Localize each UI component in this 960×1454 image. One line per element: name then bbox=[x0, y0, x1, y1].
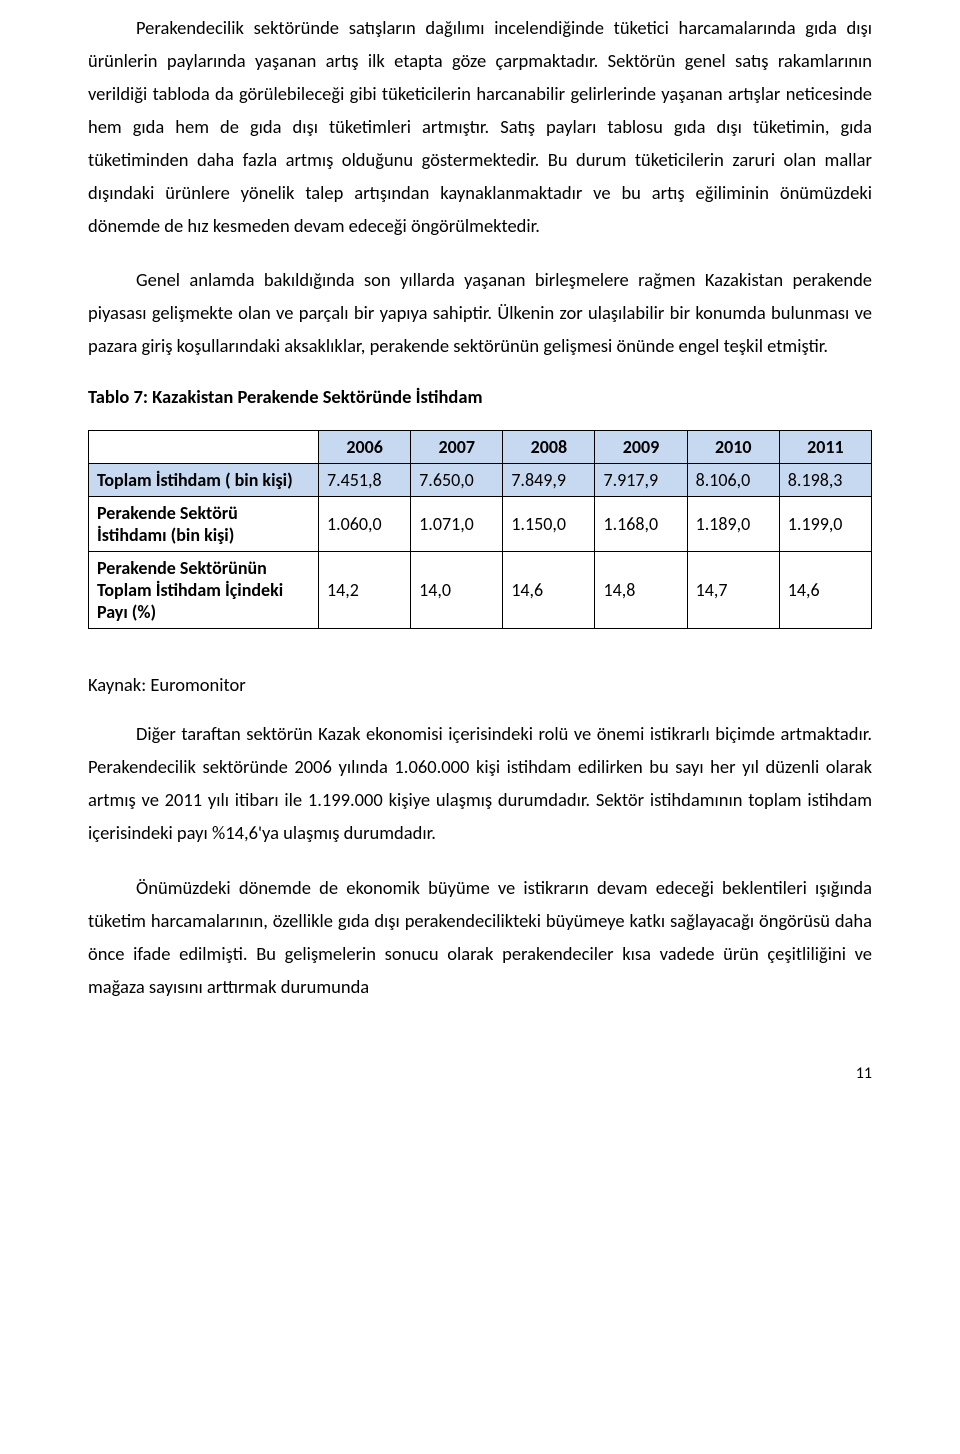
paragraph-1-text: Perakendecilik sektöründe satışların dağ… bbox=[88, 16, 872, 237]
table-row-label: Toplam İstihdam ( bin kişi) bbox=[89, 464, 319, 497]
table-cell: 7.650,0 bbox=[411, 464, 503, 497]
table-cell: 8.198,3 bbox=[779, 464, 871, 497]
table-cell: 1.071,0 bbox=[411, 497, 503, 552]
table-row: Perakende Sektörü İstihdamı (bin kişi) 1… bbox=[89, 497, 872, 552]
table-cell: 7.451,8 bbox=[319, 464, 411, 497]
table-cell: 14,7 bbox=[687, 552, 779, 629]
table-cell: 14,0 bbox=[411, 552, 503, 629]
table-header-year: 2006 bbox=[319, 431, 411, 464]
page-number: 11 bbox=[88, 1064, 872, 1083]
table-cell: 1.168,0 bbox=[595, 497, 687, 552]
table-cell: 7.849,9 bbox=[503, 464, 595, 497]
paragraph-3-text: Diğer taraftan sektörün Kazak ekonomisi … bbox=[88, 722, 872, 844]
table-cell: 14,8 bbox=[595, 552, 687, 629]
table-cell: 8.106,0 bbox=[687, 464, 779, 497]
table-cell: 14,2 bbox=[319, 552, 411, 629]
table-header-year: 2007 bbox=[411, 431, 503, 464]
table-cell: 14,6 bbox=[503, 552, 595, 629]
table-source: Kaynak: Euromonitor bbox=[88, 673, 872, 696]
table-header-year: 2009 bbox=[595, 431, 687, 464]
table-cell: 1.189,0 bbox=[687, 497, 779, 552]
table-cell: 1.199,0 bbox=[779, 497, 871, 552]
table-header-year: 2010 bbox=[687, 431, 779, 464]
paragraph-4: Önümüzdeki dönemde de ekonomik büyüme ve… bbox=[88, 872, 872, 1004]
paragraph-2: Genel anlamda bakıldığında son yıllarda … bbox=[88, 264, 872, 363]
paragraph-3: Diğer taraftan sektörün Kazak ekonomisi … bbox=[88, 718, 872, 850]
table-header-year: 2008 bbox=[503, 431, 595, 464]
table-cell: 7.917,9 bbox=[595, 464, 687, 497]
employment-table: 2006 2007 2008 2009 2010 2011 Toplam İst… bbox=[88, 430, 872, 629]
table-cell: 1.060,0 bbox=[319, 497, 411, 552]
table-header-blank bbox=[89, 431, 319, 464]
table-row-label: Perakende Sektörü İstihdamı (bin kişi) bbox=[89, 497, 319, 552]
paragraph-4-text: Önümüzdeki dönemde de ekonomik büyüme ve… bbox=[88, 876, 872, 998]
paragraph-2-text: Genel anlamda bakıldığında son yıllarda … bbox=[88, 268, 872, 357]
table-row-label: Perakende Sektörünün Toplam İstihdam İçi… bbox=[89, 552, 319, 629]
paragraph-1: Perakendecilik sektöründe satışların dağ… bbox=[88, 12, 872, 242]
table-row: Perakende Sektörünün Toplam İstihdam İçi… bbox=[89, 552, 872, 629]
table-title: Tablo 7: Kazakistan Perakende Sektöründe… bbox=[88, 385, 872, 408]
table-header-row: 2006 2007 2008 2009 2010 2011 bbox=[89, 431, 872, 464]
table-cell: 1.150,0 bbox=[503, 497, 595, 552]
table-row: Toplam İstihdam ( bin kişi) 7.451,8 7.65… bbox=[89, 464, 872, 497]
table-cell: 14,6 bbox=[779, 552, 871, 629]
table-header-year: 2011 bbox=[779, 431, 871, 464]
